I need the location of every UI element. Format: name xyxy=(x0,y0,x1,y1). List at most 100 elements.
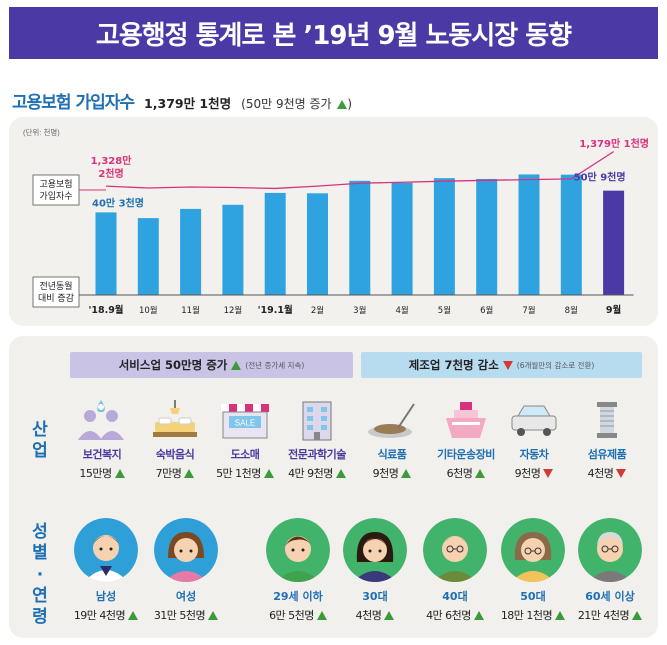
person-value-text: 31만 5천명 xyxy=(153,609,206,622)
person-value: 4천명 xyxy=(356,607,395,623)
side-char: 별 xyxy=(32,543,48,564)
industry-side-label: 산 업 xyxy=(20,420,60,463)
industry-value-text: 15만명 xyxy=(79,467,112,480)
x-tick-label: 5월 xyxy=(438,305,451,316)
x-tick-label: 3월 xyxy=(353,305,366,316)
down-arrow-icon xyxy=(616,468,627,478)
industry-value-text: 6천명 xyxy=(446,467,473,480)
male-avatar-icon xyxy=(74,518,138,582)
bar xyxy=(391,182,413,295)
ship-icon xyxy=(436,398,496,442)
bar-end-label: 50만 9천명 xyxy=(574,171,626,184)
industry-value: 9천명 xyxy=(373,465,412,481)
gender-age-side-label: 성 별 · 연 령 xyxy=(20,522,60,628)
industry-item: 자동차 9천명 xyxy=(494,398,574,481)
legend-line-box xyxy=(32,174,80,206)
industry-item: 전문과학기술 4만 9천명 xyxy=(277,398,357,481)
building-icon xyxy=(287,398,347,442)
industry-label: 기타운송장비 xyxy=(437,448,495,461)
up-arrow-icon xyxy=(337,100,348,109)
industry-value-text: 7만명 xyxy=(155,467,182,480)
store-icon: SALE xyxy=(215,398,275,442)
industry-label: 숙박음식 xyxy=(155,448,195,461)
sale-sign-text: SALE xyxy=(235,419,255,428)
industry-item: 숙박음식 7만명 xyxy=(135,398,215,481)
person-label: 여성 xyxy=(175,590,197,603)
series-line xyxy=(105,151,614,190)
side-char: 산 xyxy=(32,420,48,440)
line-start-label-1: 1,328만 xyxy=(91,154,133,167)
industry-value-text: 9천명 xyxy=(372,467,399,480)
industry-value: 6천명 xyxy=(447,465,486,481)
up-arrow-icon xyxy=(316,610,327,620)
bar-start-label: 40만 3천명 xyxy=(92,196,144,209)
service-band: 서비스업 50만명 증가 (전년 증가세 지속) xyxy=(70,352,353,378)
bar xyxy=(264,192,286,295)
x-tick-label: 9월 xyxy=(606,304,621,316)
page-title: 고용행정 통계로 본 ’19년 9월 노동시장 동향 xyxy=(9,7,658,59)
person-label: 50대 xyxy=(520,590,546,603)
person-value: 19만 4천명 xyxy=(74,607,139,623)
person-item: 50대 18만 1천명 xyxy=(491,518,575,623)
section-title: 고용보험 가입자수 xyxy=(12,93,135,113)
industry-value: 9천명 xyxy=(515,465,554,481)
person-item: 29세 이하 6만 5천명 xyxy=(256,518,340,623)
up-arrow-icon xyxy=(184,468,195,478)
legend-bar-box xyxy=(32,276,80,308)
side-char: · xyxy=(36,564,44,585)
person-value-text: 4천명 xyxy=(355,609,382,622)
industry-value-text: 9천명 xyxy=(514,467,541,480)
bar xyxy=(603,190,625,295)
industry-item: SALE 도소매 5만 1천명 xyxy=(205,398,285,481)
legend-bar-label-1: 전년동월 xyxy=(39,280,72,292)
person-item: 여성 31만 5천명 xyxy=(144,518,228,623)
legend-line-label-2: 가입자수 xyxy=(39,190,72,202)
person-item: 남성 19만 4천명 xyxy=(64,518,148,623)
person-value-text: 21만 4천명 xyxy=(577,609,630,622)
person-value: 18만 1천명 xyxy=(500,607,566,623)
up-arrow-icon xyxy=(128,610,139,620)
industry-label: 전문과학기술 xyxy=(288,448,346,461)
up-arrow-icon xyxy=(475,468,486,478)
bar xyxy=(180,208,202,295)
car-icon xyxy=(504,398,564,442)
bar xyxy=(476,178,498,295)
down-arrow-icon xyxy=(543,468,554,478)
sixties-avatar-icon xyxy=(578,518,642,582)
side-char: 연 xyxy=(32,585,48,606)
bar xyxy=(95,212,117,295)
legend-bar-label-2: 대비 증감 xyxy=(38,292,74,304)
side-char: 업 xyxy=(32,441,48,462)
person-value: 6만 5천명 xyxy=(269,607,327,623)
x-tick-label: '19.1월 xyxy=(258,304,293,316)
healthcare-people-icon xyxy=(72,398,132,442)
person-value-text: 18만 1천명 xyxy=(500,609,553,622)
up-arrow-icon xyxy=(335,468,346,478)
up-arrow-icon xyxy=(555,610,566,620)
female-avatar-icon xyxy=(154,518,218,582)
up-arrow-icon xyxy=(473,610,484,620)
manufacturing-band-note: (6개월만의 감소로 전환) xyxy=(516,360,595,370)
industry-item: 기타운송장비 6천명 xyxy=(426,398,506,481)
chart-panel: (단위: 천명) 고용보험 가입자수 전년동월 대비 증감 '18.9월 10월 11월 12월… xyxy=(9,117,658,326)
section-header: 고용보험 가입자수 1,379만 1천명 (50만 9천명 증가 ) xyxy=(12,88,352,113)
side-char: 성 xyxy=(32,522,48,542)
forties-avatar-icon xyxy=(423,518,487,582)
industry-value: 5만 1천명 xyxy=(216,465,274,481)
industry-label: 섬유제품 xyxy=(587,448,627,461)
industry-label: 자동차 xyxy=(519,448,549,461)
industry-item: 섬유제품 4천명 xyxy=(567,398,647,481)
person-value: 4만 6천명 xyxy=(426,607,484,623)
person-item: 40대 4만 6천명 xyxy=(413,518,497,623)
industry-value: 15만명 xyxy=(79,465,125,481)
person-label: 30대 xyxy=(362,590,388,603)
food-plate-icon xyxy=(362,398,422,442)
person-value-text: 4만 6천명 xyxy=(426,609,471,622)
up-arrow-icon xyxy=(401,468,412,478)
person-label: 남성 xyxy=(95,590,117,603)
industry-value: 4만 9천명 xyxy=(288,465,346,481)
industry-label: 보건복지 xyxy=(82,448,122,461)
x-tick-label: 10월 xyxy=(139,305,158,316)
fifties-avatar-icon xyxy=(501,518,565,582)
x-tick-label: '18.9월 xyxy=(88,304,123,316)
